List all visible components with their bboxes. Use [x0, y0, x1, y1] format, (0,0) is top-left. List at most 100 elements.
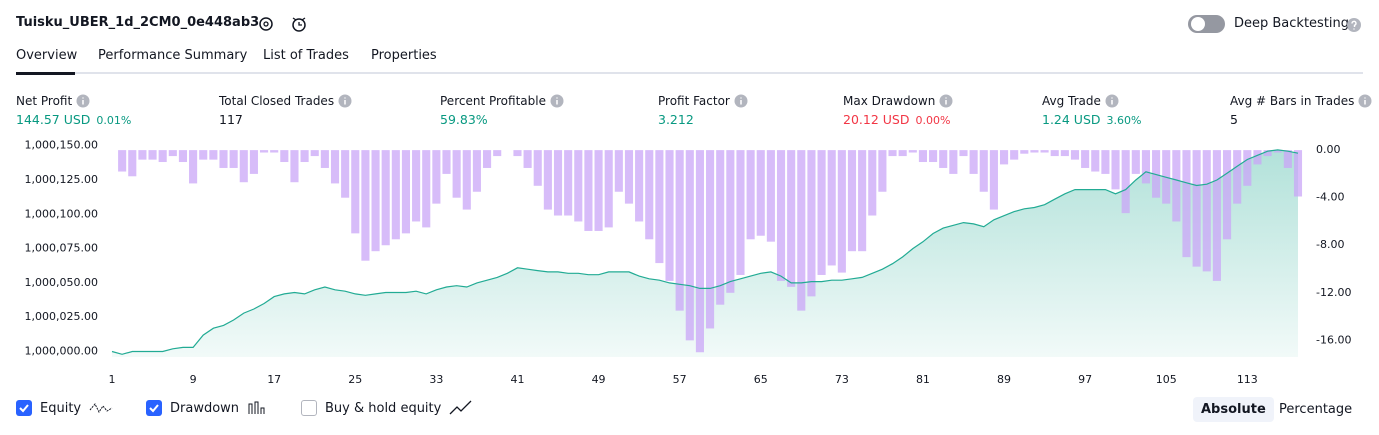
- drawdown-bar: [422, 150, 431, 228]
- drawdown-bar: [635, 150, 644, 222]
- info-icon[interactable]: [338, 94, 352, 108]
- metric-label: Net Profit: [16, 94, 90, 108]
- legend-equity[interactable]: Equity: [16, 400, 113, 416]
- drawdown-bar: [148, 150, 157, 160]
- tab[interactable]: Properties: [371, 48, 437, 63]
- drawdown-bar: [604, 150, 613, 228]
- x-tick-label: 65: [754, 373, 768, 386]
- drawdown-bar: [1070, 150, 1080, 160]
- x-tick-label: 9: [190, 373, 197, 386]
- x-tick-label: 113: [1237, 373, 1258, 386]
- drawdown-bar: [989, 150, 998, 210]
- chart: 1,000,000.00 1,000,025.00 1,000,050.00 1,00…: [25, 139, 1352, 386]
- x-tick-label: 33: [429, 373, 443, 386]
- metric-label: Profit Factor: [658, 94, 748, 108]
- drawdown-bar: [1273, 150, 1282, 153]
- tab-underline: [16, 72, 75, 75]
- info-icon[interactable]: [550, 94, 564, 108]
- drawdown-bar: [746, 150, 755, 240]
- drawdown-bar: [310, 150, 319, 157]
- drawdown-bar: [1131, 150, 1140, 174]
- tab[interactable]: List of Trades: [263, 48, 349, 63]
- metric-label-text: Max Drawdown: [843, 94, 936, 108]
- drawdown-bar: [624, 150, 634, 204]
- drawdown-bar: [908, 150, 917, 153]
- drawdown-bar: [1152, 150, 1161, 198]
- drawdown-bar: [493, 150, 502, 157]
- metric-label: Avg Trade: [1042, 94, 1119, 108]
- x-tick-label: 89: [997, 373, 1011, 386]
- drawdown-bar: [949, 150, 958, 174]
- drawdown-bar: [868, 150, 877, 216]
- info-icon[interactable]: [939, 94, 953, 108]
- y-tick-label: 1,000,000.00: [25, 345, 98, 358]
- metric-value: 3.212: [658, 112, 694, 127]
- info-icon[interactable]: [734, 94, 748, 108]
- drawdown-bar: [1263, 150, 1272, 157]
- metric-value: 59.83%: [440, 112, 488, 127]
- percentage-button[interactable]: Percentage: [1279, 402, 1353, 417]
- drawdown-bar: [1141, 150, 1151, 184]
- drawdown-bar: [716, 150, 725, 305]
- drawdown-bar: [523, 150, 532, 168]
- info-icon[interactable]: [76, 94, 90, 108]
- drawdown-bar: [300, 150, 309, 163]
- y2-tick-label: -4.00: [1316, 191, 1344, 204]
- drawdown-bar: [564, 150, 573, 216]
- drawdown-bar: [847, 150, 857, 252]
- legend-buy-hold[interactable]: Buy & hold equity: [301, 400, 473, 416]
- drawdown-bar: [189, 150, 198, 184]
- info-icon[interactable]: [1358, 94, 1372, 108]
- metric-label-text: Profit Factor: [658, 94, 730, 108]
- drawdown-bar: [939, 150, 948, 168]
- drawdown-bar: [513, 150, 522, 157]
- drawdown-bar: [381, 150, 390, 246]
- checkbox[interactable]: [146, 400, 162, 416]
- x-tick-label: 25: [348, 373, 362, 386]
- drawdown-bar: [959, 150, 968, 157]
- drawdown-bar: [898, 150, 907, 157]
- toggle[interactable]: [1188, 14, 1226, 34]
- drawdown-bar: [168, 150, 177, 157]
- tab[interactable]: Overview: [16, 48, 78, 63]
- drawdown-bar: [1040, 150, 1049, 153]
- metric-label-text: Total Closed Trades: [219, 94, 335, 108]
- drawdown-bar: [1233, 150, 1242, 204]
- drawdown-bar: [1192, 150, 1201, 267]
- drawdown-bar: [158, 150, 167, 163]
- metric-label-text: Percent Profitable: [440, 94, 546, 108]
- legend-drawdown[interactable]: Drawdown: [146, 400, 267, 416]
- checkbox[interactable]: [301, 400, 317, 416]
- drawdown-bar: [655, 150, 664, 264]
- metric-label: Avg # Bars in Trades: [1230, 94, 1372, 108]
- drawdown-bar: [1293, 150, 1303, 197]
- drawdown-bar: [401, 150, 411, 234]
- drawdown-bar: [776, 150, 786, 281]
- equity-line: [111, 149, 1299, 355]
- help-icon[interactable]: [1346, 17, 1362, 33]
- drawdown-bar: [645, 150, 654, 240]
- drawdown-bar: [837, 150, 846, 273]
- drawdown-bar: [462, 150, 471, 210]
- tab[interactable]: Performance Summary: [98, 48, 248, 63]
- drawdown-bar: [797, 150, 806, 311]
- drawdown-bar: [219, 150, 228, 168]
- drawdown-bar: [1283, 150, 1292, 168]
- absolute-button[interactable]: Absolute: [1193, 397, 1274, 422]
- checkbox[interactable]: [16, 400, 32, 416]
- legend-label: Buy & hold equity: [325, 400, 442, 416]
- drawdown-bar: [929, 150, 938, 163]
- drawdown-bar: [574, 150, 583, 222]
- drawdown-bar: [178, 150, 188, 163]
- drawdown-bar: [270, 150, 279, 153]
- drawdown-bar: [1111, 150, 1120, 190]
- y-tick-label: 1,000,050.00: [25, 276, 98, 289]
- drawdown-bar: [817, 150, 826, 275]
- info-icon[interactable]: [1105, 94, 1119, 108]
- header-icons[interactable]: [257, 14, 307, 34]
- x-tick-label: 41: [510, 373, 524, 386]
- drawdown-bar: [128, 150, 137, 177]
- drawdown-bar: [1060, 150, 1069, 157]
- metric-value-text: 117: [219, 112, 243, 127]
- drawdown-bar: [706, 150, 715, 329]
